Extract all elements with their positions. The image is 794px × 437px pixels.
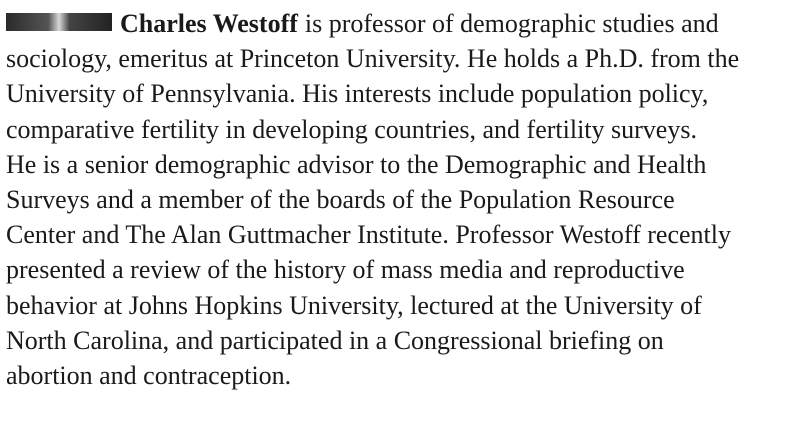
- text-line: He is a senior demographic advisor to th…: [6, 147, 706, 182]
- bio-text: He is a senior demographic advisor to th…: [6, 150, 706, 179]
- author-name: Charles Westoff: [120, 9, 298, 38]
- author-photo: [6, 13, 112, 31]
- bio-text: abortion and contraception.: [6, 361, 291, 390]
- text-line: Center and The Alan Guttmacher Institute…: [6, 217, 731, 252]
- bio-text: Center and The Alan Guttmacher Institute…: [6, 220, 731, 249]
- bio-text: is professor of demographic studies and: [305, 9, 719, 38]
- text-line: presented a review of the history of mas…: [6, 252, 685, 287]
- page: Charles Westoffis professor of demograph…: [0, 0, 794, 437]
- text-line: sociology, emeritus at Princeton Univers…: [6, 41, 739, 76]
- bio-text: North Carolina, and participated in a Co…: [6, 326, 664, 355]
- text-line: University of Pennsylvania. His interest…: [6, 76, 708, 111]
- bio-text: University of Pennsylvania. His interest…: [6, 79, 708, 108]
- bio-text: Surveys and a member of the boards of th…: [6, 185, 675, 214]
- text-line: North Carolina, and participated in a Co…: [6, 323, 664, 358]
- text-line: behavior at Johns Hopkins University, le…: [6, 288, 702, 323]
- bio-text: behavior at Johns Hopkins University, le…: [6, 291, 702, 320]
- bio-text: sociology, emeritus at Princeton Univers…: [6, 44, 739, 73]
- bio-text: comparative fertility in developing coun…: [6, 115, 697, 144]
- bio-text: presented a review of the history of mas…: [6, 255, 685, 284]
- text-line: comparative fertility in developing coun…: [6, 112, 697, 147]
- text-line: Surveys and a member of the boards of th…: [6, 182, 675, 217]
- text-line: abortion and contraception.: [6, 358, 291, 393]
